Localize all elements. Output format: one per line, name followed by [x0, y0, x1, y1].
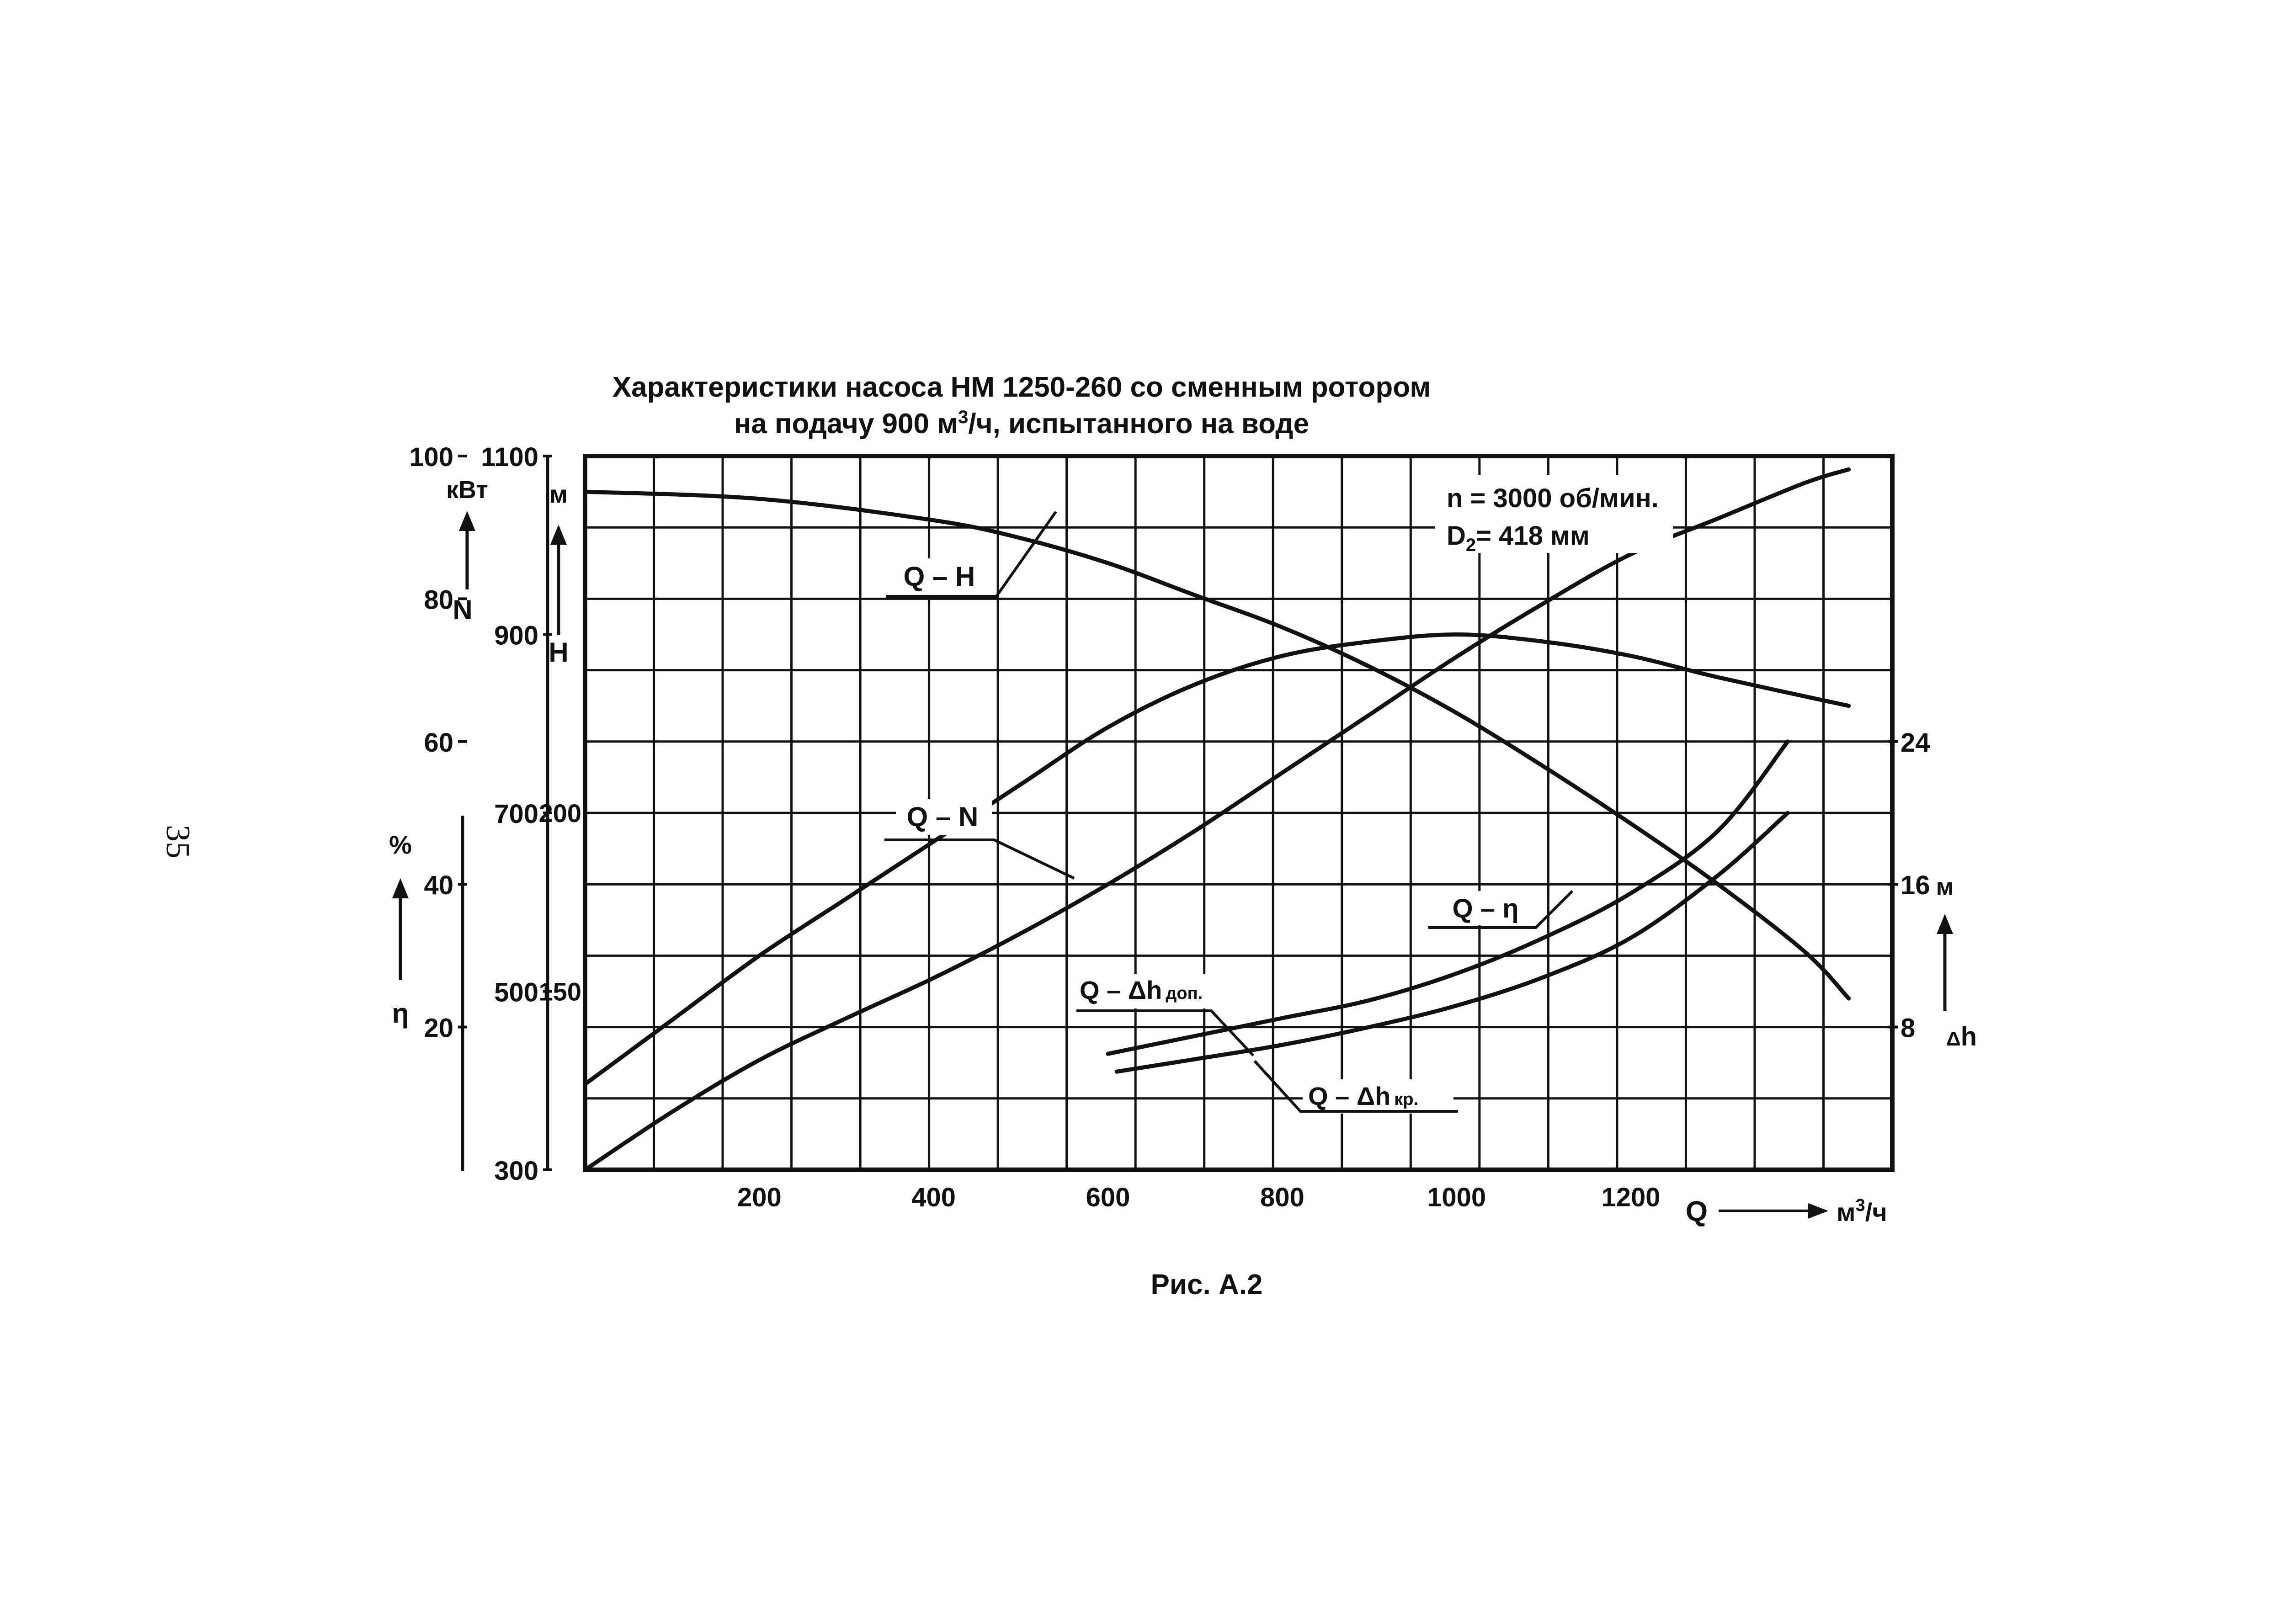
axis-Q-symbol: Q: [1686, 1196, 1708, 1227]
axis-eta-symbol: η: [392, 998, 409, 1029]
figure-caption: Рис. А.2: [1151, 1269, 1263, 1300]
axis-Q-unit: м3/ч: [1837, 1196, 1887, 1226]
series-Q-eta-curve: [583, 632, 1851, 1087]
axis-dh-symbol: Δh: [1946, 1022, 1977, 1051]
annotation-speed: n = 3000 об/мин.: [1447, 483, 1659, 513]
N-tick-label: 300: [494, 1156, 538, 1186]
series-labels: Q – H Q – N Q – η Q – Δh доп. Q – Δh кр.: [884, 511, 1574, 1114]
series-Q-N-curve: [583, 467, 1851, 1172]
axis-eta: 100 80 60 40 20 % η: [389, 442, 467, 1171]
eta-tick-label: 100: [409, 442, 453, 472]
label-QN: Q – N: [907, 801, 979, 832]
axis-H-symbol: H: [548, 637, 568, 668]
chart-series: [583, 467, 1851, 1172]
label-Qdh-dop: Q – Δh доп.: [1080, 976, 1203, 1004]
eta-tick-label: 40: [424, 870, 453, 900]
axis-H-arrow-head: [550, 525, 567, 545]
label-QH: Q – H: [904, 561, 975, 592]
chart-title-line1: Характеристики насоса НМ 1250-260 со сме…: [612, 372, 1431, 403]
axis-N-ticks: 1100 900 700 500 300: [481, 442, 552, 1186]
axis-dh-arrow-head: [1937, 914, 1953, 934]
axis-H-ticks: 200 150: [539, 799, 581, 1006]
axis-N-arrow-head: [459, 511, 475, 531]
H-tick-label: 200: [539, 799, 581, 828]
label-Qdh-kr: Q – Δh кр.: [1308, 1082, 1418, 1110]
leader-Qdh-kr: [1253, 1060, 1458, 1113]
H-tick-label: 150: [539, 977, 581, 1006]
annotation-background: [1435, 475, 1673, 553]
leader-QN: [884, 839, 1075, 880]
series-Q-dh-kr-curve: [1114, 811, 1790, 1074]
x-tick-label: 1000: [1427, 1183, 1486, 1212]
N-tick-label: 500: [494, 978, 538, 1008]
eta-tick-label: 80: [424, 585, 453, 615]
axis-eta-arrow-head: [392, 878, 409, 898]
annotation-diameter: D2= 418 мм: [1447, 521, 1590, 555]
pump-parameters: n = 3000 об/мин. D2= 418 мм: [1435, 475, 1673, 555]
axis-dh: 24 16 8 м Δh: [1888, 728, 1977, 1051]
dh-tick-label: 24: [1901, 728, 1930, 758]
x-tick-label: 1200: [1601, 1183, 1660, 1212]
chart-grid: [585, 456, 1892, 1170]
N-tick-label: 700: [494, 799, 538, 829]
N-tick-label: 900: [494, 621, 538, 651]
x-tick-label: 600: [1086, 1183, 1130, 1212]
axis-Q-arrow-head: [1808, 1203, 1828, 1219]
plot-frame: [583, 454, 1895, 1172]
dh-tick-label: 16: [1901, 870, 1930, 900]
eta-tick-label: 60: [424, 728, 453, 758]
axis-N-unit: кВт: [446, 476, 488, 504]
series-Q-H-curve: [583, 489, 1851, 1001]
N-tick-label: 1100: [481, 442, 538, 472]
leader-Qeta: [1428, 890, 1574, 929]
axis-H-unit: м: [549, 481, 568, 508]
page-number: 35: [159, 825, 197, 859]
x-tick-label: 400: [911, 1183, 956, 1212]
dh-tick-label: 8: [1901, 1014, 1915, 1043]
label-Qeta: Q – η: [1452, 894, 1518, 923]
axis-dh-ticks: 24 16 8: [1888, 728, 1930, 1043]
axis-Q: 200 400 600 800 1000 1200 Q м3/ч: [737, 1183, 1887, 1227]
leader-QH: [886, 511, 1057, 598]
leader-Qdh-dop: [1076, 1009, 1255, 1057]
x-tick-label: 800: [1260, 1183, 1304, 1212]
axis-dh-unit: м: [1936, 874, 1954, 900]
x-tick-label: 200: [737, 1183, 782, 1212]
axis-Q-ticks: 200 400 600 800 1000 1200: [737, 1183, 1661, 1212]
axis-eta-unit: %: [389, 830, 412, 859]
eta-tick-label: 20: [424, 1014, 453, 1043]
chart-title-line2: на подачу 900 м3/ч, испытанного на воде: [734, 407, 1309, 440]
axis-eta-ticks: 100 80 60 40 20: [409, 442, 467, 1043]
